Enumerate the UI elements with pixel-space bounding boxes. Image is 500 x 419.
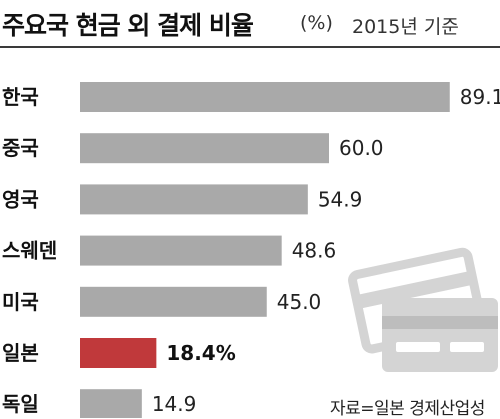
bar-5 xyxy=(80,286,267,317)
title-divider xyxy=(0,46,500,48)
bar-6 xyxy=(80,338,157,368)
chart-title-year: 2015년 기준 xyxy=(352,16,459,38)
chart-title-unit: (%) xyxy=(300,12,333,34)
value-label-1: 89.1 xyxy=(460,85,500,109)
value-label-3: 54.9 xyxy=(318,187,363,211)
bar-series: 한국 89.1 중국 60.0 영국 54.9 스웨덴 48.6 미국 45.0 일본 18.4% 독일… xyxy=(2,82,500,418)
bar-7 xyxy=(80,389,142,418)
category-label-1: 한국 xyxy=(2,85,39,109)
credit-card-front-icon xyxy=(382,298,498,372)
category-label-7: 독일 xyxy=(2,392,39,416)
category-label-6: 일본 xyxy=(2,341,39,365)
chart-title-main: 주요국 현금 외 결제 비율 xyxy=(2,11,254,40)
category-label-2: 중국 xyxy=(2,136,39,160)
category-label-4: 스웨덴 xyxy=(2,239,57,263)
value-label-4: 48.6 xyxy=(292,239,337,263)
bar-1 xyxy=(80,82,450,112)
bar-4 xyxy=(80,235,282,266)
chart-title: 주요국 현금 외 결제 비율 (%) 2015년 기준 xyxy=(0,2,500,42)
value-label-2: 60.0 xyxy=(339,136,384,160)
value-label-7: 14.9 xyxy=(152,392,197,416)
category-label-5: 미국 xyxy=(2,290,39,314)
category-label-3: 영국 xyxy=(2,187,39,211)
source-note: 자료=일본 경제산업성 xyxy=(330,399,485,419)
value-label-5: 45.0 xyxy=(277,290,322,314)
value-label-6: 18.4% xyxy=(166,341,235,365)
credit-card-icons xyxy=(348,247,498,372)
bar-3 xyxy=(80,184,308,215)
bar-2 xyxy=(80,133,329,164)
